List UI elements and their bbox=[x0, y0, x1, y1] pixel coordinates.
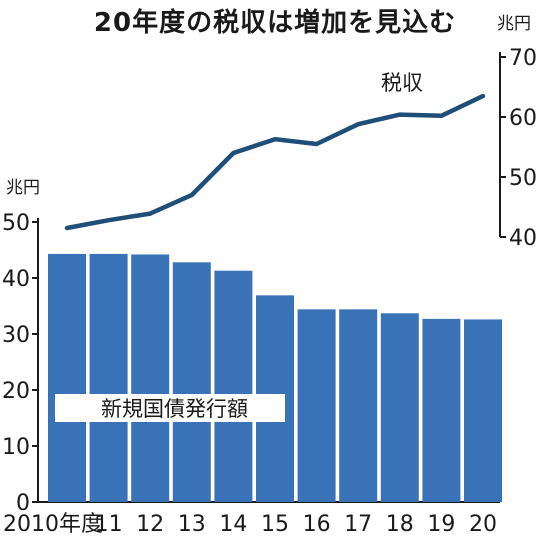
bar-16 bbox=[297, 309, 336, 502]
bar-18 bbox=[380, 313, 419, 502]
right-axis-tick-label: 40 bbox=[509, 226, 537, 251]
right-axis-tick-label: 70 bbox=[509, 46, 537, 71]
bar-11 bbox=[89, 253, 128, 502]
left-axis-unit: 兆円 bbox=[6, 178, 40, 198]
x-tick-label: 18 bbox=[386, 512, 414, 537]
left-axis-tick-label: 50 bbox=[2, 211, 30, 236]
x-tick-label: 16 bbox=[303, 512, 331, 537]
x-tick-label: 15 bbox=[261, 512, 289, 537]
tax-revenue-line bbox=[64, 93, 486, 231]
x-tick-label: 19 bbox=[427, 512, 455, 537]
bar-label-background bbox=[55, 394, 285, 422]
bar-17 bbox=[339, 309, 378, 502]
bar-2010年度 bbox=[48, 253, 86, 502]
x-tick-label: 2010年度 bbox=[3, 512, 103, 537]
x-tick-label: 17 bbox=[344, 512, 372, 537]
line-series-label: 税収 bbox=[381, 71, 423, 95]
left-axis-tick-label: 0 bbox=[16, 491, 30, 516]
x-tick-label: 20 bbox=[469, 512, 497, 537]
bar-14 bbox=[214, 270, 253, 502]
left-axis-tick-label: 10 bbox=[2, 435, 30, 460]
x-tick-label: 14 bbox=[219, 512, 247, 537]
x-tick-label: 12 bbox=[136, 512, 164, 537]
bar-12 bbox=[131, 254, 170, 502]
bar-13 bbox=[172, 262, 211, 502]
bar-19 bbox=[422, 318, 461, 502]
left-axis-tick-label: 30 bbox=[2, 323, 30, 348]
right-axis-tick-label: 50 bbox=[509, 166, 537, 191]
right-axis-unit: 兆円 bbox=[497, 14, 531, 34]
left-axis-tick-label: 40 bbox=[2, 267, 30, 292]
bar-20 bbox=[464, 319, 502, 502]
chart-title: 20年度の税収は増加を見込む bbox=[93, 8, 457, 38]
x-tick-label: 11 bbox=[95, 512, 123, 537]
left-axis-tick-label: 20 bbox=[2, 379, 30, 404]
right-axis-tick-label: 60 bbox=[509, 106, 537, 131]
x-tick-label: 13 bbox=[178, 512, 206, 537]
bar-series-label: 新規国債発行額 bbox=[101, 397, 248, 421]
